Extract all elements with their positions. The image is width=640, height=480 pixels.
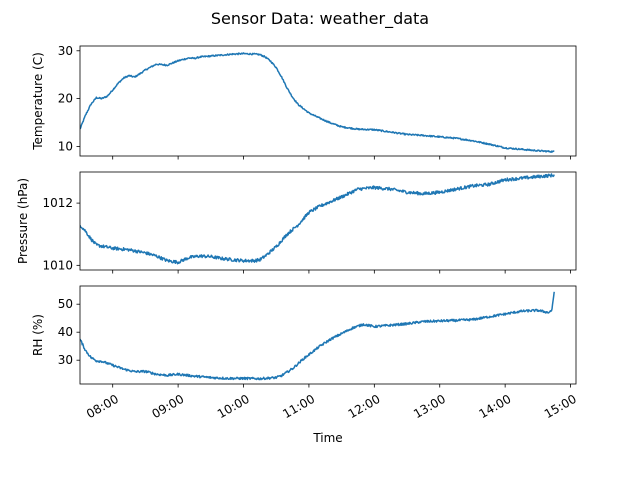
y-tick-label: 30 [58, 44, 73, 58]
y-tick-label: 1012 [42, 196, 73, 210]
chart-title: Sensor Data: weather_data [211, 9, 429, 29]
subplot-1: 10 20 30 Temperature (C) [31, 44, 577, 160]
y-tick-label: 50 [58, 297, 73, 311]
y-tick-label: 10 [58, 139, 73, 153]
x-axis-label: Time [312, 431, 342, 445]
y-tick-label: 1010 [42, 258, 73, 272]
series-line-1-1 [80, 52, 555, 153]
y-axis-label: Pressure (hPa) [16, 178, 30, 264]
y-tick-label: 30 [58, 353, 73, 367]
y-tick-label: 40 [58, 325, 73, 339]
y-tick-label: 20 [58, 92, 73, 106]
axes-frame [79, 45, 577, 157]
axes-frame [79, 171, 577, 271]
y-axis-label: Temperature (C) [31, 52, 45, 151]
series-line-3-1 [80, 291, 555, 381]
y-axis-label: RH (%) [31, 314, 45, 356]
series-line-2-1 [80, 173, 555, 265]
axes-frame [79, 285, 577, 385]
subplot-2: 1010 1012 Pressure (hPa) [16, 171, 577, 274]
